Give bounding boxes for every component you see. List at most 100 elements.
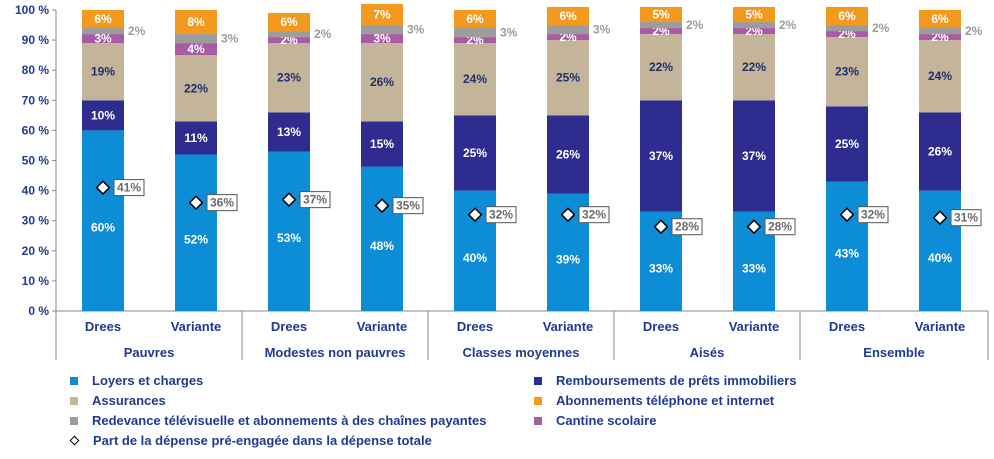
data-label: 4% xyxy=(187,42,205,56)
data-label: 6% xyxy=(466,12,484,26)
data-label: 2% xyxy=(128,24,146,38)
diamond-label-box xyxy=(857,206,889,224)
bar-segment xyxy=(175,43,217,56)
bar-segment xyxy=(547,40,589,116)
y-tick-label: 70 % xyxy=(22,93,50,107)
bar-segment xyxy=(826,181,868,311)
data-label: 33% xyxy=(649,261,673,275)
diamond-label-box xyxy=(206,194,238,212)
diamond-label-box xyxy=(113,179,145,197)
data-label: 23% xyxy=(277,71,301,85)
diamond-marker xyxy=(932,210,948,226)
bar-segment xyxy=(733,34,775,101)
y-tick-label: 100 % xyxy=(15,3,49,17)
data-label: 3% xyxy=(94,32,112,46)
bar-segment xyxy=(640,6,682,23)
bar-category-label: Drees xyxy=(271,319,307,334)
diamond-marker xyxy=(374,198,390,214)
data-label: 2% xyxy=(314,27,332,41)
bar-category-label: Drees xyxy=(85,319,121,334)
bar-segment xyxy=(826,106,868,182)
bar-segment xyxy=(361,25,403,35)
bar-segment xyxy=(268,37,310,44)
bar-segment xyxy=(361,121,403,167)
group-label: Ensemble xyxy=(863,345,924,360)
diamond-label-box xyxy=(485,206,517,224)
bar-segment xyxy=(919,112,961,191)
diamond-label-box xyxy=(578,206,610,224)
bar-segment xyxy=(175,55,217,122)
data-label: 48% xyxy=(370,239,394,253)
bar-segment xyxy=(175,154,217,311)
bar-segment xyxy=(547,6,589,26)
data-label: 6% xyxy=(559,9,577,23)
data-label: 25% xyxy=(463,146,487,160)
y-tick-label: 30 % xyxy=(22,214,50,228)
group-label: Classes moyennes xyxy=(462,345,579,360)
data-label: 3% xyxy=(373,32,391,46)
diamond-label: 32% xyxy=(582,208,606,222)
diamond-label-box xyxy=(392,197,424,215)
diamond-marker xyxy=(95,180,111,196)
data-label: 24% xyxy=(463,72,487,86)
diamond-label-box xyxy=(299,191,331,209)
data-label: 2% xyxy=(686,18,704,32)
diamond-label-box xyxy=(671,218,703,236)
data-label: 23% xyxy=(835,65,859,79)
bar-segment xyxy=(733,28,775,35)
data-label: 25% xyxy=(556,71,580,85)
data-label: 22% xyxy=(649,60,673,74)
diamond-marker xyxy=(839,207,855,223)
y-tick-label: 60 % xyxy=(22,123,50,137)
bar-segment xyxy=(361,43,403,122)
data-label: 2% xyxy=(872,21,890,35)
bar-segment xyxy=(547,34,589,41)
bar-segment xyxy=(361,34,403,44)
bar-segment xyxy=(82,28,124,35)
data-label: 8% xyxy=(187,15,205,29)
data-label: 5% xyxy=(745,8,763,22)
data-label: 7% xyxy=(373,8,391,22)
bar-segment xyxy=(454,115,496,191)
bar-segment xyxy=(919,28,961,35)
bar-segment xyxy=(826,25,868,32)
data-label: 13% xyxy=(277,125,301,139)
diamond-label-box xyxy=(950,209,982,227)
diamond-marker xyxy=(653,219,669,235)
y-tick-label: 40 % xyxy=(22,184,50,198)
data-label: 22% xyxy=(742,60,766,74)
data-label: 6% xyxy=(931,12,949,26)
data-label: 6% xyxy=(838,9,856,23)
data-label: 25% xyxy=(835,137,859,151)
data-label: 52% xyxy=(184,233,208,247)
diamond-label: 41% xyxy=(117,181,141,195)
group-label: Aisés xyxy=(690,345,725,360)
bar-segment xyxy=(826,37,868,107)
data-label: 10% xyxy=(91,108,115,122)
diamond-label: 28% xyxy=(675,220,699,234)
bar-segment xyxy=(82,130,124,311)
data-label: 26% xyxy=(556,147,580,161)
bar-segment xyxy=(268,112,310,152)
bar-category-label: Drees xyxy=(829,319,865,334)
y-tick-label: 10 % xyxy=(22,274,50,288)
data-label: 22% xyxy=(184,81,208,95)
bar-segment xyxy=(268,13,310,32)
bar-segment xyxy=(826,31,868,38)
data-label: 33% xyxy=(742,261,766,275)
bar-segment xyxy=(175,10,217,35)
bar-segment xyxy=(175,34,217,44)
data-label: 5% xyxy=(652,8,670,22)
bar-category-label: Variante xyxy=(543,319,594,334)
diamond-marker xyxy=(746,219,762,235)
group-label: Modestes non pauvres xyxy=(265,345,406,360)
y-tick-label: 90 % xyxy=(22,33,50,47)
data-label: 19% xyxy=(91,65,115,79)
bar-category-label: Drees xyxy=(643,319,679,334)
data-label: 40% xyxy=(928,251,952,265)
diamond-label: 37% xyxy=(303,193,327,207)
bar-category-label: Drees xyxy=(457,319,493,334)
diamond-marker xyxy=(560,207,576,223)
